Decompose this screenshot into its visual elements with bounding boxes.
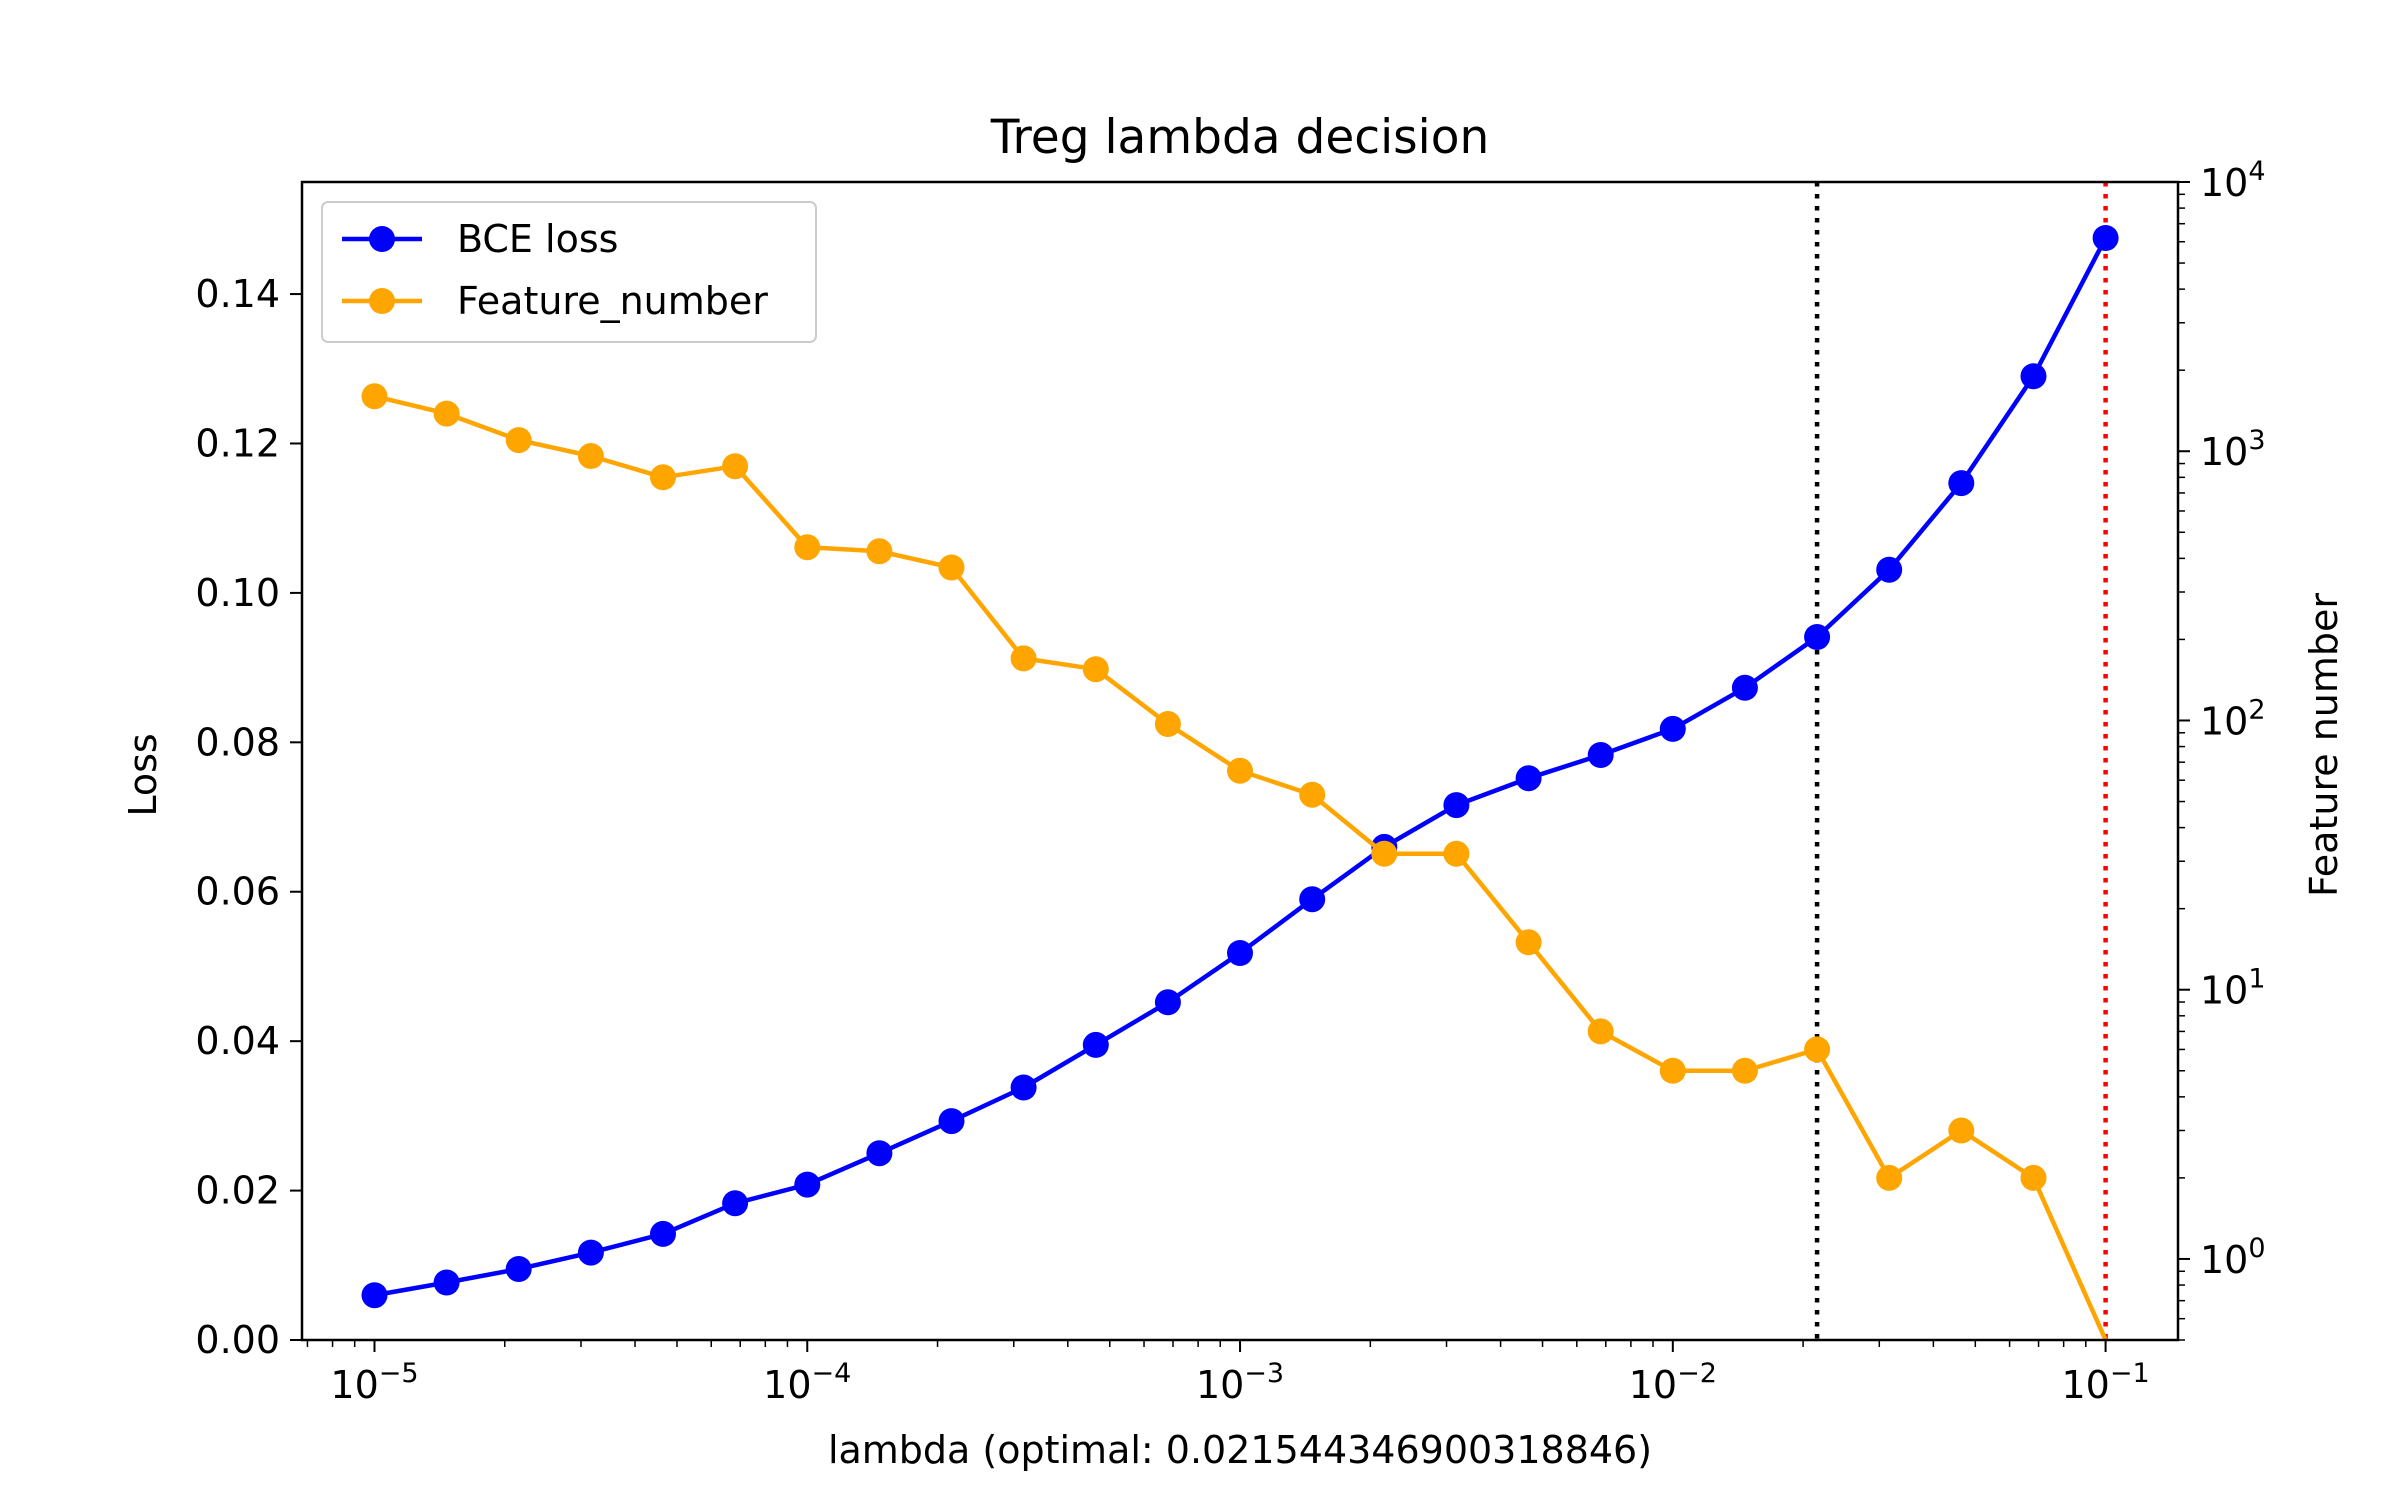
x-tick-label: 10−5 — [330, 1358, 418, 1407]
data-point — [1299, 781, 1326, 808]
y-left-tick-label: 0.14 — [195, 272, 280, 316]
y-right-tick-label: 101 — [2200, 964, 2266, 1013]
data-point — [1659, 1057, 1686, 1084]
data-point — [794, 534, 821, 561]
data-point — [2092, 225, 2119, 251]
data-point — [1010, 645, 1037, 672]
data-point — [1587, 742, 1614, 768]
data-point — [1876, 1164, 1903, 1191]
y-left-tick-label: 0.08 — [195, 720, 280, 764]
data-point — [1443, 840, 1470, 867]
data-point — [650, 1220, 676, 1247]
data-point — [1731, 1057, 1758, 1084]
data-point — [1948, 1117, 1975, 1144]
data-point — [361, 1282, 388, 1309]
y-left-tick-label: 0.04 — [195, 1019, 280, 1063]
chart-title: Treg lambda decision — [990, 110, 1490, 165]
data-point — [1515, 765, 1542, 792]
y-right-tick-label: 103 — [2200, 425, 2266, 474]
data-point — [1010, 1074, 1037, 1101]
y-right-tick-label: 102 — [2200, 694, 2266, 743]
data-point — [2020, 363, 2047, 390]
data-point — [1659, 715, 1686, 742]
data-point — [505, 427, 532, 454]
x-tick-label: 10−2 — [1629, 1358, 1717, 1407]
plot-area: 10−5 10−4 10−3 10−2 10−1 0.00 0.02 0.04 0.06 0.08… — [195, 156, 2265, 1407]
data-point — [1515, 929, 1542, 956]
data-point — [433, 1269, 460, 1296]
data-point — [433, 400, 460, 427]
data-point — [1731, 674, 1758, 701]
data-point — [1804, 624, 1831, 650]
data-point — [577, 443, 604, 469]
data-point — [1082, 1031, 1109, 1058]
x-tick-label: 10−1 — [2062, 1358, 2150, 1407]
data-point — [1299, 886, 1326, 913]
legend-label-0: BCE loss — [457, 217, 618, 261]
y-right-tick-label: 104 — [2200, 156, 2266, 205]
data-point — [1443, 792, 1470, 819]
data-point — [1371, 840, 1398, 867]
data-point — [1587, 1018, 1614, 1045]
legend-marker-0 — [369, 226, 395, 252]
data-point — [1082, 656, 1109, 683]
data-point — [722, 1190, 749, 1217]
x-tick-label: 10−3 — [1196, 1358, 1284, 1407]
data-point — [1227, 940, 1253, 966]
legend-label-1: Feature_number — [457, 279, 768, 323]
data-point — [938, 1108, 965, 1135]
data-point — [1227, 757, 1253, 784]
x-axis-title: lambda (optimal: 0.021544346900318846) — [828, 1428, 1652, 1472]
data-point — [1876, 556, 1903, 583]
data-point — [577, 1239, 604, 1266]
y-right-tick-label: 100 — [2200, 1233, 2266, 1282]
data-point — [1154, 711, 1181, 737]
data-point — [794, 1171, 821, 1198]
data-point — [505, 1256, 532, 1282]
data-point — [361, 383, 388, 410]
x-tick-label: 10−4 — [763, 1358, 851, 1407]
y-left-tick-label: 0.02 — [195, 1169, 280, 1213]
data-point — [1154, 989, 1181, 1016]
y-axis-right-title: Feature number — [2302, 593, 2346, 897]
legend-marker-1 — [369, 288, 395, 314]
legend-box — [321, 201, 817, 343]
data-point — [722, 453, 749, 480]
y-left-tick-label: 0.06 — [195, 870, 280, 914]
y-left-tick-label: 0.10 — [195, 571, 280, 615]
y-left-tick-label: 0.00 — [195, 1318, 280, 1362]
data-point — [938, 554, 965, 581]
data-point — [866, 538, 893, 565]
y-left-tick-label: 0.12 — [195, 421, 280, 465]
data-point — [2020, 1164, 2047, 1191]
data-point — [650, 464, 676, 491]
y-axis-left-title: Loss — [121, 733, 165, 816]
data-point — [1948, 470, 1975, 497]
data-point — [1804, 1036, 1831, 1063]
data-point — [866, 1140, 893, 1167]
legend: BCE loss Feature_number — [321, 201, 817, 343]
